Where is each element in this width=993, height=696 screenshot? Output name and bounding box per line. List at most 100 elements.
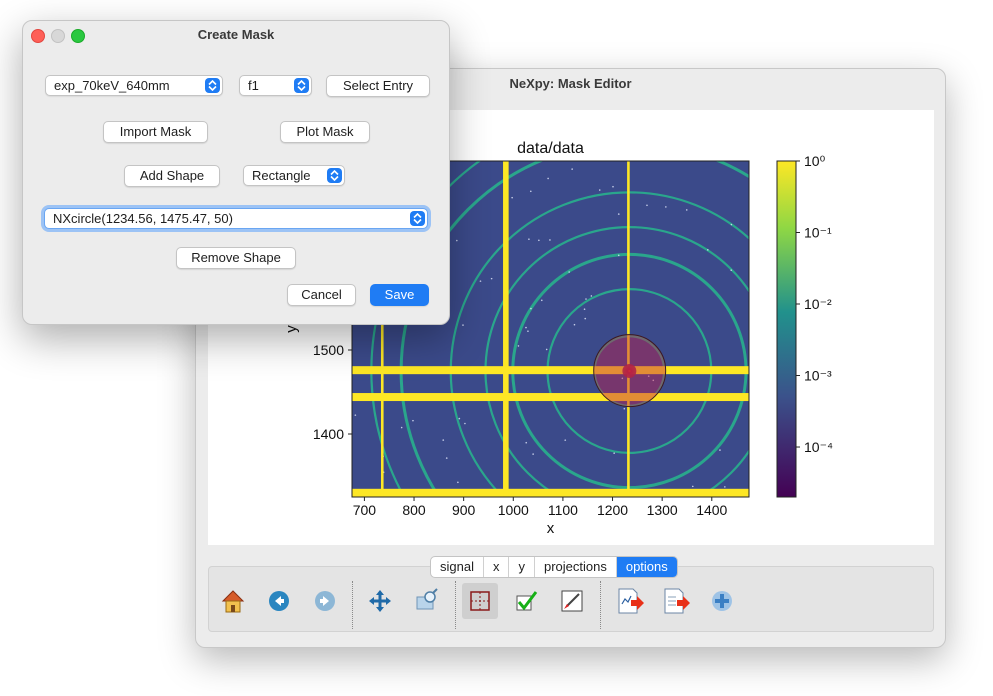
chevron-updown-icon <box>294 78 309 93</box>
hot-pixel <box>400 426 403 429</box>
plot-title: data/data <box>517 140 584 157</box>
hot-pixel <box>613 452 615 454</box>
home-icon[interactable] <box>215 583 251 619</box>
check-icon[interactable] <box>508 583 544 619</box>
hot-pixel <box>685 209 688 211</box>
plot-mask-button[interactable]: Plot Mask <box>280 121 370 143</box>
toolbar <box>208 566 934 632</box>
shape-type-select[interactable]: Rectangle <box>243 165 345 186</box>
x-tick-label: 1200 <box>597 502 628 518</box>
hot-pixel <box>527 330 529 332</box>
add-shape-button[interactable]: Add Shape <box>124 165 220 187</box>
hot-pixel <box>458 417 461 420</box>
chevron-updown-icon <box>327 168 342 183</box>
hot-pixel <box>646 204 648 207</box>
entry-select-value: exp_70keV_640mm <box>54 78 170 93</box>
back-icon[interactable] <box>261 583 297 619</box>
beam-spot <box>622 364 637 378</box>
forward-icon[interactable] <box>307 583 343 619</box>
hot-pixel <box>719 449 721 451</box>
tab-options[interactable]: options <box>616 557 677 577</box>
x-tick-label: 1000 <box>498 502 529 518</box>
tab-signal[interactable]: signal <box>431 557 484 577</box>
field-select[interactable]: f1 <box>239 75 312 96</box>
mask-circle-shape <box>593 334 667 408</box>
hot-pixel <box>617 213 620 215</box>
mask-rectangle-icon[interactable] <box>462 583 498 619</box>
y-tick-label: 1500 <box>313 342 344 358</box>
hot-pixel <box>617 254 620 257</box>
hot-pixel <box>691 485 694 488</box>
cancel-button[interactable]: Cancel <box>287 284 356 306</box>
brush-icon[interactable] <box>554 583 590 619</box>
pan-icon[interactable] <box>362 583 398 619</box>
hot-pixel <box>707 249 709 251</box>
hot-pixel <box>525 326 527 329</box>
chevron-updown-icon <box>410 211 425 226</box>
tab-projections[interactable]: projections <box>535 557 617 577</box>
y-tick-label: 1400 <box>313 426 344 442</box>
add-icon[interactable] <box>704 583 740 619</box>
toolbar-separator <box>455 581 456 629</box>
hot-pixel <box>525 441 528 444</box>
detector-gap-horizontal <box>352 488 749 497</box>
minimize-window-button[interactable] <box>51 29 65 43</box>
x-tick-label: 1100 <box>548 502 578 518</box>
export-plot-icon[interactable] <box>612 583 648 619</box>
hot-pixel <box>532 453 534 455</box>
hot-pixel <box>585 298 587 300</box>
tab-x[interactable]: x <box>484 557 510 577</box>
hot-pixel <box>529 190 532 193</box>
zoom-icon[interactable] <box>408 583 444 619</box>
detector-gap-horizontal <box>352 393 749 402</box>
field-select-value: f1 <box>248 78 259 93</box>
shape-type-value: Rectangle <box>252 168 311 183</box>
hot-pixel <box>442 439 445 441</box>
dialog-title: Create Mask <box>197 27 275 42</box>
hot-pixel <box>517 345 520 347</box>
hot-pixel <box>545 348 548 351</box>
hot-pixel <box>652 379 655 382</box>
save-button[interactable]: Save <box>370 284 429 306</box>
colorbar-tick-label: 10⁻⁴ <box>804 439 833 455</box>
hot-pixel <box>445 457 448 459</box>
hot-pixel <box>647 375 650 377</box>
hot-pixel <box>412 419 414 422</box>
hot-pixel <box>528 238 530 240</box>
select-entry-button[interactable]: Select Entry <box>326 75 430 97</box>
hot-pixel <box>730 269 733 271</box>
toolbar-separator <box>600 581 601 629</box>
hot-pixel <box>479 280 482 282</box>
hot-pixel <box>623 407 626 410</box>
hot-pixel <box>598 189 601 191</box>
entry-select[interactable]: exp_70keV_640mm <box>45 75 223 96</box>
hot-pixel <box>540 299 543 302</box>
plot-tabs: signal x y projections options <box>430 556 678 578</box>
x-tick-label: 700 <box>353 502 377 518</box>
hot-pixel <box>573 323 576 326</box>
heatmap-image <box>352 161 749 497</box>
close-window-button[interactable] <box>31 29 45 43</box>
hot-pixel <box>549 239 551 241</box>
hot-pixel <box>621 377 624 380</box>
export-data-icon[interactable] <box>658 583 694 619</box>
hot-pixel <box>724 486 726 488</box>
shape-list-select[interactable]: NXcircle(1234.56, 1475.47, 50) <box>44 208 428 229</box>
hot-pixel <box>665 206 667 208</box>
colorbar-tick-label: 10⁻³ <box>804 368 832 384</box>
remove-shape-button[interactable]: Remove Shape <box>176 247 296 269</box>
plot-frame <box>351 160 750 498</box>
hot-pixel <box>456 239 458 242</box>
tab-y[interactable]: y <box>509 557 535 577</box>
colorbar-tick-label: 10⁻² <box>804 296 832 312</box>
import-mask-button[interactable]: Import Mask <box>103 121 208 143</box>
maximize-window-button[interactable] <box>71 29 85 43</box>
hot-pixel <box>590 295 593 297</box>
hot-pixel <box>538 239 540 242</box>
hot-pixel <box>354 414 357 416</box>
heatmap-plot[interactable]: data/data 700 800 900 1000 1100 1200 1300 1400 14… <box>208 110 934 545</box>
colorbar-tick-label: 10⁰ <box>804 153 826 169</box>
toolbar-separator <box>352 581 353 629</box>
detector-gap-vertical <box>627 161 630 497</box>
chevron-updown-icon <box>205 78 220 93</box>
